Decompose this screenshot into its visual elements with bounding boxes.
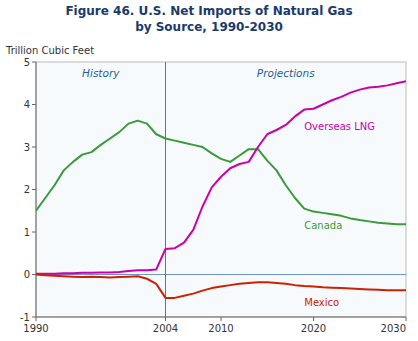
x-tick-label: 2010 (208, 323, 233, 334)
series-label: Overseas LNG (304, 121, 375, 132)
x-tick-label: 2020 (301, 323, 326, 334)
y-tick-label: 3 (24, 142, 30, 153)
x-tick-label: 1990 (23, 323, 48, 334)
title: Figure 46. U.S. Net Imports of Natural G… (65, 4, 352, 18)
series-label: Canada (304, 220, 342, 231)
plot-area (36, 62, 406, 317)
subtitle: by Source, 1990-2030 (135, 20, 283, 34)
y-tick-label: 4 (24, 99, 30, 110)
divider-line (165, 62, 166, 317)
y-tick (32, 232, 36, 233)
plot-marks (36, 62, 406, 317)
y-tick (32, 104, 36, 105)
y-tick (32, 62, 36, 63)
y-tick-label: 2 (24, 184, 30, 195)
y-tick-label: 0 (24, 269, 30, 280)
series-label: Mexico (304, 297, 339, 308)
y-tick (32, 189, 36, 190)
x-tick-label: 2030 (381, 323, 406, 334)
y-tick-label: 5 (24, 57, 30, 68)
y-axis-label: Trillion Cubic Feet (5, 45, 94, 56)
y-tick-label: -1 (20, 312, 30, 323)
series-line (36, 275, 406, 298)
annotation: History (82, 67, 120, 79)
y-tick (32, 147, 36, 148)
x-tick (221, 317, 222, 321)
x-tick-label: 2004 (153, 323, 178, 334)
y-tick (32, 317, 36, 318)
x-tick (165, 317, 166, 321)
zero-line (36, 274, 406, 275)
series-line (36, 121, 406, 225)
x-tick (313, 317, 314, 321)
x-tick (406, 317, 407, 321)
x-tick (36, 317, 37, 321)
y-tick-label: 1 (24, 227, 30, 238)
annotation: Projections (257, 67, 315, 79)
y-tick (32, 274, 36, 275)
chart: Figure 46. U.S. Net Imports of Natural G… (0, 0, 418, 341)
series-line (36, 81, 406, 274)
